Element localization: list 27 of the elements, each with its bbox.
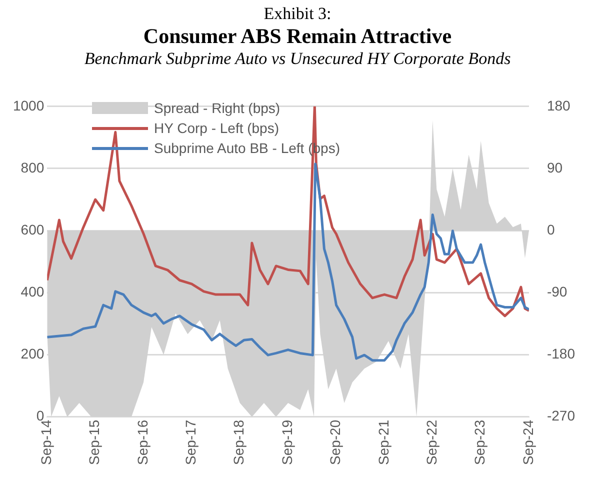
y2-tick-label: 180	[546, 97, 571, 114]
y2-tick-label: -90	[546, 284, 568, 300]
y2-tick-label: -270	[546, 408, 576, 424]
y-tick-label: 1000	[12, 97, 44, 114]
x-tick-label: Sep-24	[520, 420, 536, 466]
x-tick-label: Sep-22	[423, 420, 440, 466]
y2-tick-label: 0	[546, 221, 555, 238]
x-tick-label: Sep-19	[278, 420, 295, 466]
x-tick-label: Sep-23	[472, 420, 488, 466]
y-tick-label: 400	[20, 284, 44, 300]
chart-title: Consumer ABS Remain Attractive	[142, 24, 453, 48]
x-tick-label: Sep-15	[86, 420, 102, 466]
x-tick-label: Sep-21	[375, 420, 392, 466]
legend-label: HY Corp - Left (bps)	[154, 119, 280, 138]
x-tick-label: Sep-16	[134, 420, 150, 466]
chart-subtitle: Benchmark Subprime Auto vs Unsecured HY Corporate Bonds	[83, 48, 512, 69]
y2-tick-label: 90	[546, 159, 563, 176]
legend-label: Spread - Right (bps)	[154, 99, 280, 118]
x-tick-label: Sep-20	[327, 420, 344, 466]
y-tick-label: 800	[20, 159, 44, 176]
text: Exhibit 3:	[262, 4, 332, 24]
x-tick-label: Sep-14	[38, 420, 54, 466]
x-tick-label: Sep-18	[230, 420, 247, 466]
x-tick-label: Sep-17	[182, 420, 199, 466]
y-tick-label: 200	[20, 346, 44, 362]
y2-tick-label: -180	[546, 346, 576, 362]
y-tick-label: 600	[20, 221, 44, 238]
